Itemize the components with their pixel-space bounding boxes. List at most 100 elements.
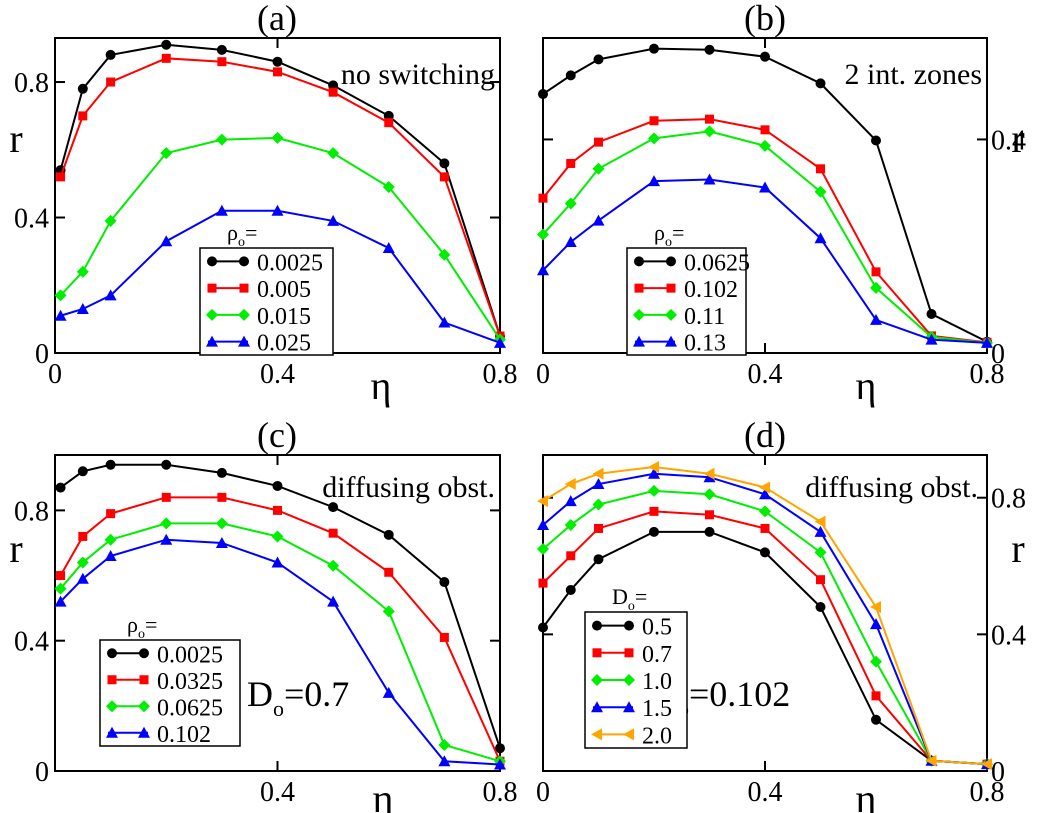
legend-marker <box>106 700 118 713</box>
data-point <box>56 571 66 581</box>
legend-label: 0.0025 <box>157 642 223 668</box>
series-0.5 <box>538 526 992 770</box>
data-point <box>106 77 116 87</box>
data-point <box>564 197 577 210</box>
legend-marker <box>207 283 217 293</box>
panel-title: (a) <box>257 0 297 38</box>
data-point <box>217 57 227 67</box>
series-line <box>59 522 501 763</box>
data-point <box>215 536 228 548</box>
data-point <box>981 758 992 771</box>
annotation: diffusing obst. <box>805 471 978 504</box>
data-point <box>438 248 451 261</box>
data-point <box>76 302 89 314</box>
x-tick-label: 0.8 <box>970 359 1005 390</box>
data-point <box>871 691 881 701</box>
data-point <box>160 235 173 247</box>
parameter-annotation: Do=0.7 <box>247 674 349 721</box>
data-point <box>328 87 338 97</box>
x-tick-label: 0.8 <box>483 359 518 390</box>
data-point <box>648 467 660 479</box>
data-point <box>564 519 577 532</box>
legend-item-0.0325: 0.0325 <box>107 669 223 695</box>
data-point <box>77 466 88 477</box>
panel-title: (c) <box>257 415 297 455</box>
legend-item-0.5: 0.5 <box>592 615 672 641</box>
series-0.025 <box>54 204 506 348</box>
series-line <box>59 136 501 341</box>
series-line <box>60 209 501 344</box>
y-tick-label: 0 <box>35 339 49 370</box>
data-point <box>495 743 505 754</box>
y-tick-label: 0.4 <box>14 204 49 235</box>
y-axis-label: r <box>1011 116 1024 161</box>
data-point <box>538 193 548 203</box>
data-point <box>815 78 826 89</box>
data-point <box>439 577 450 588</box>
legend-marker <box>623 674 635 686</box>
legend-item-0.0025: 0.0025 <box>107 642 223 668</box>
data-point <box>759 181 771 193</box>
legend-marker <box>633 308 645 321</box>
data-point <box>54 289 67 302</box>
data-point <box>216 44 227 55</box>
data-point <box>78 111 88 121</box>
data-point <box>564 235 577 247</box>
x-axis-label: η <box>371 363 392 408</box>
data-point <box>592 214 605 226</box>
y-tick-label: 0.4 <box>14 627 49 658</box>
legend-label: 0.025 <box>257 331 311 357</box>
data-point <box>870 601 881 614</box>
data-point <box>160 147 173 160</box>
data-point <box>926 309 937 320</box>
series-0.102 <box>54 533 506 770</box>
y-tick-label: 0.4 <box>991 125 1026 156</box>
legend-label: 0.0625 <box>684 250 750 276</box>
data-point <box>703 488 716 501</box>
data-point <box>594 137 603 147</box>
data-point <box>592 467 604 480</box>
legend-label: 0.102 <box>684 277 738 303</box>
data-point <box>382 181 395 194</box>
y-tick-label: 0.8 <box>991 484 1026 515</box>
legend-marker <box>623 728 634 741</box>
y-tick-label: 0.8 <box>14 496 49 527</box>
data-point <box>271 204 284 216</box>
legend-box <box>626 247 747 356</box>
data-point <box>382 242 395 253</box>
legend-label: 0.005 <box>257 277 311 303</box>
y-axis-label: r <box>1011 526 1024 571</box>
data-point <box>981 336 993 348</box>
legend-marker <box>238 335 250 347</box>
legend-title: ρo= <box>654 220 684 250</box>
data-point <box>704 44 715 55</box>
series-0.13 <box>537 173 993 348</box>
legend-item-0.13: 0.13 <box>633 331 726 357</box>
series-line <box>542 530 988 766</box>
legend-marker <box>107 675 117 685</box>
legend-label: 0.0325 <box>157 669 223 695</box>
x-tick-label: 0.4 <box>748 777 783 808</box>
data-point <box>648 460 659 473</box>
data-point <box>760 125 770 135</box>
data-point <box>925 754 937 767</box>
x-tick-label: 0.4 <box>748 359 783 390</box>
series-line <box>542 510 988 766</box>
data-point <box>648 132 660 145</box>
data-point <box>327 559 340 572</box>
legend-item-1.5: 1.5 <box>591 696 672 722</box>
data-point <box>438 316 451 328</box>
legend-marker <box>139 675 149 685</box>
data-point <box>925 333 938 345</box>
series-line <box>59 57 501 337</box>
legend-label: 0.015 <box>257 304 311 330</box>
data-point <box>815 602 826 613</box>
y-axis-label: r <box>9 526 22 571</box>
series-line <box>542 489 988 766</box>
data-point <box>54 595 67 607</box>
data-point <box>328 502 339 513</box>
data-point <box>537 228 549 241</box>
data-point <box>105 459 116 470</box>
legend-label: 1.0 <box>642 669 672 695</box>
